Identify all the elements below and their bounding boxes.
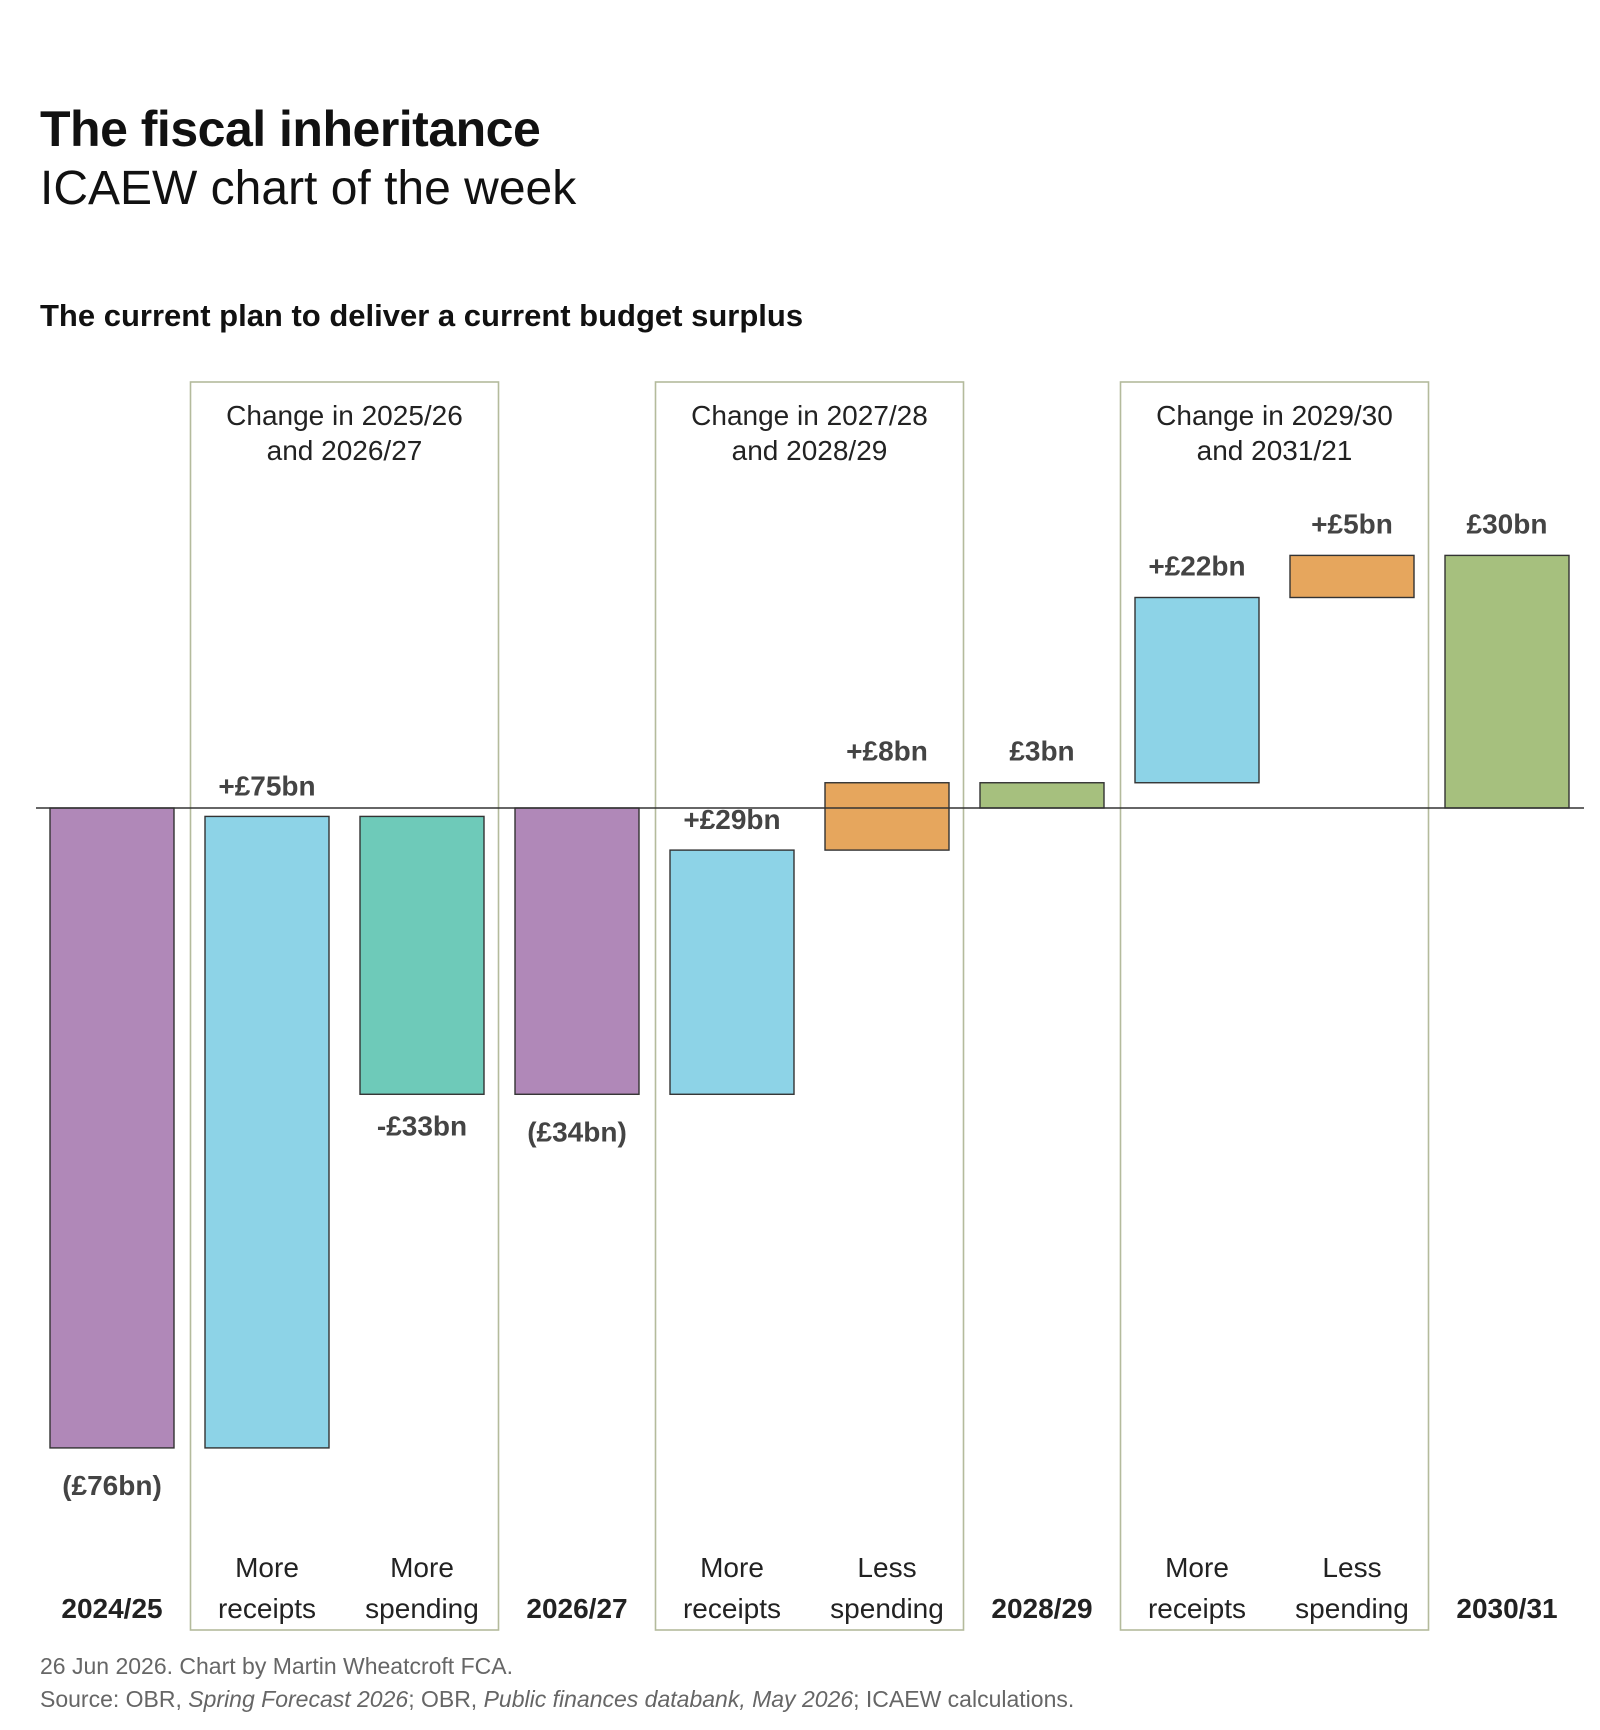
category-label-line1: Less xyxy=(1322,1552,1381,1583)
category-label: 2024/25 xyxy=(61,1593,162,1624)
footer-source: Source: OBR, Spring Forecast 2026; OBR, … xyxy=(40,1683,1074,1716)
footer-date-author: 26 Jun 2026. Chart by Martin Wheatcroft … xyxy=(40,1653,513,1679)
category-label: receipts xyxy=(683,1593,781,1624)
bar-2 xyxy=(204,815,330,1449)
group-label-line1: Change in 2025/26 xyxy=(226,400,463,431)
category-label: 2030/31 xyxy=(1456,1593,1557,1624)
bar-5 xyxy=(669,849,795,1095)
bar-3 xyxy=(359,815,485,1095)
category-label-line1: More xyxy=(1165,1552,1229,1583)
category-label-line1: Less xyxy=(857,1552,916,1583)
footer-source-mid: ; OBR, xyxy=(408,1686,484,1712)
chart-title: The current plan to deliver a current bu… xyxy=(40,298,804,333)
bar-6 xyxy=(824,782,950,851)
group-box-1 xyxy=(189,381,500,1631)
bar-10 xyxy=(1444,554,1570,809)
group-label-line2: and 2026/27 xyxy=(267,435,423,466)
bar-4 xyxy=(514,807,640,1095)
value-label: +£8bn xyxy=(846,736,928,767)
value-label: £30bn xyxy=(1467,508,1548,539)
value-label: +£22bn xyxy=(1148,551,1245,582)
bar-7 xyxy=(979,782,1105,809)
group-box-3 xyxy=(1119,381,1430,1631)
page-title: The fiscal inheritance xyxy=(40,101,541,157)
category-label-line1: More xyxy=(700,1552,764,1583)
bar-8 xyxy=(1134,596,1260,784)
value-label: (£34bn) xyxy=(527,1116,627,1147)
footer-source-suffix: ; ICAEW calculations. xyxy=(853,1686,1075,1712)
value-label: +£75bn xyxy=(218,770,315,801)
value-label: £3bn xyxy=(1009,736,1074,767)
group-label-line1: Change in 2029/30 xyxy=(1156,400,1393,431)
category-label: 2026/27 xyxy=(526,1593,627,1624)
value-label: -£33bn xyxy=(377,1110,467,1141)
group-label-line2: and 2031/21 xyxy=(1197,435,1353,466)
value-label: (£76bn) xyxy=(62,1470,162,1501)
group-box-2 xyxy=(654,381,965,1631)
category-label-line1: More xyxy=(390,1552,454,1583)
page-subtitle: ICAEW chart of the week xyxy=(40,162,577,215)
category-label: receipts xyxy=(218,1593,316,1624)
bar-9 xyxy=(1289,554,1415,599)
category-label: spending xyxy=(830,1593,944,1624)
category-label: spending xyxy=(1295,1593,1409,1624)
category-label: spending xyxy=(365,1593,479,1624)
footer-source-italic-1: Spring Forecast 2026 xyxy=(188,1686,409,1712)
footer-source-italic-2: Public finances databank, May 2026 xyxy=(483,1686,854,1712)
group-label-line1: Change in 2027/28 xyxy=(691,400,928,431)
chart-footer: 26 Jun 2026. Chart by Martin Wheatcroft … xyxy=(40,1650,1074,1716)
value-label: +£29bn xyxy=(683,804,780,835)
category-label: receipts xyxy=(1148,1593,1246,1624)
bar-1 xyxy=(49,807,175,1449)
group-label-line2: and 2028/29 xyxy=(732,435,888,466)
category-label-line1: More xyxy=(235,1552,299,1583)
category-label: 2028/29 xyxy=(991,1593,1092,1624)
value-label: +£5bn xyxy=(1311,508,1393,539)
footer-source-prefix: Source: OBR, xyxy=(40,1686,189,1712)
